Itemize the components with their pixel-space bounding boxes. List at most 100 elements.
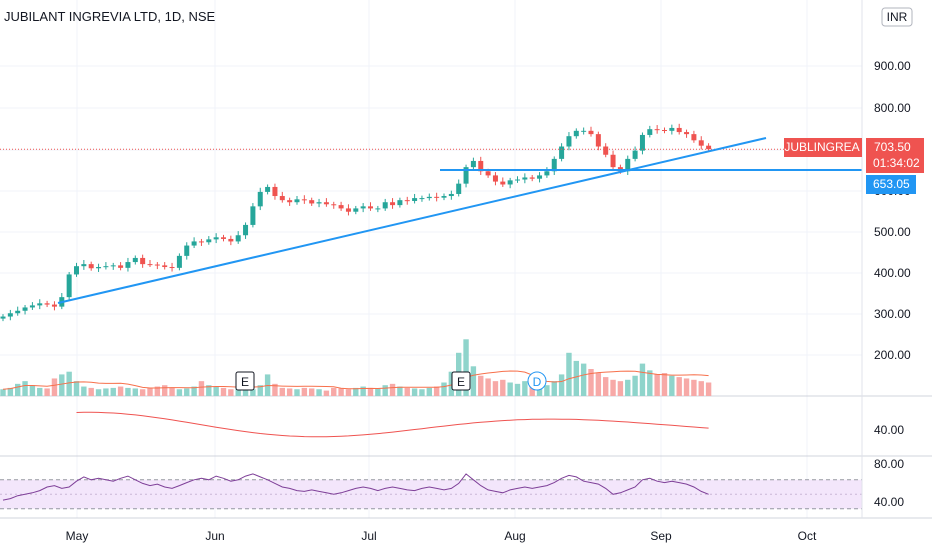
volume-bar (485, 378, 491, 396)
oscillator-line (76, 411, 709, 438)
candle (515, 176, 520, 183)
rsi-band (0, 479, 862, 510)
volume-bar (588, 369, 594, 396)
candle (368, 202, 373, 211)
volume-bar (625, 379, 631, 396)
candle (169, 262, 175, 272)
candle (331, 201, 337, 209)
volume-bar (59, 374, 65, 396)
volume-bar (433, 386, 440, 396)
volume-bar (698, 381, 704, 396)
price-tick-label: 500.00 (874, 225, 911, 239)
volume-bar (411, 388, 418, 396)
last-price-badge[interactable]: JUBLINGREA 703.50 01:34:02 (784, 138, 924, 173)
candle (279, 191, 285, 203)
candle (250, 203, 256, 228)
candle (228, 235, 234, 246)
candle (397, 197, 403, 208)
time-tick-label: Oct (798, 529, 817, 543)
earnings-marker[interactable]: E (451, 371, 471, 391)
volume-bar (448, 371, 455, 396)
candle (419, 195, 425, 202)
candle (654, 125, 660, 134)
volume-bar (573, 360, 579, 396)
candle (470, 157, 476, 170)
volume-bar (51, 378, 58, 396)
price-tick-label: 900.00 (874, 59, 911, 73)
candle (88, 261, 94, 271)
volume-bar (22, 381, 28, 396)
volume-bar (478, 375, 484, 396)
candle (390, 198, 396, 209)
candle (588, 126, 594, 137)
candle (478, 156, 484, 175)
marker-label: D (533, 375, 542, 389)
candle (492, 172, 498, 186)
trendlines[interactable] (57, 137, 862, 304)
volume-bar (191, 386, 197, 396)
volume-bar (397, 386, 403, 396)
volume-bar (470, 366, 477, 396)
volume-bar (198, 381, 205, 396)
price-tick-label: 400.00 (874, 266, 911, 280)
volume-bar (632, 375, 638, 396)
candle (559, 143, 565, 162)
candle (412, 193, 418, 204)
rsi-tick-label: 40.00 (874, 495, 904, 509)
earnings-marker[interactable]: E (235, 371, 255, 391)
volume-bar (514, 383, 521, 396)
volume-bar (7, 387, 14, 396)
time-axis[interactable]: May Jun Jul Aug Sep Oct (66, 529, 817, 543)
candlesticks (0, 123, 862, 322)
dividend-marker[interactable]: D (527, 371, 547, 391)
volume-bar (661, 373, 668, 396)
volume-bar (309, 388, 315, 396)
countdown-label: 01:34:02 (873, 156, 920, 170)
volume-bar (184, 388, 190, 396)
currency-label: INR (887, 10, 908, 24)
candle (434, 192, 440, 202)
volume-bar (220, 387, 227, 396)
candle (287, 197, 293, 206)
candle (669, 124, 675, 135)
candle (272, 183, 278, 200)
candle (551, 156, 557, 175)
candle (647, 125, 653, 138)
volume-bar (81, 386, 87, 396)
marker-label: E (457, 375, 465, 389)
volume-bar (37, 387, 43, 396)
volume-bar (103, 388, 109, 396)
volume-bar (88, 387, 94, 396)
volume-bar (95, 389, 102, 396)
candle (301, 195, 307, 204)
grid (0, 0, 862, 518)
volume-bar (580, 363, 587, 396)
candle (96, 263, 102, 272)
volume-bar (294, 389, 300, 396)
volume-bar (286, 388, 293, 396)
oscillator-tick-label: 40.00 (874, 423, 904, 437)
volume-bar (389, 383, 396, 396)
rsi-series (2, 473, 709, 501)
volume-bar (213, 386, 219, 396)
volume-bar (235, 388, 241, 396)
volume-bar (110, 387, 116, 396)
candle (610, 150, 616, 171)
volume-bar (566, 352, 572, 396)
candle (595, 131, 601, 151)
candle (316, 198, 322, 208)
horizontal-level-badge[interactable]: 653.05 (866, 175, 916, 194)
rising-trendline[interactable] (57, 137, 767, 304)
candle (338, 201, 344, 211)
volume-bar (316, 389, 322, 396)
candle (51, 301, 57, 311)
currency-badge[interactable]: INR (881, 7, 913, 27)
volume-bar (426, 387, 432, 396)
volume-bar (551, 381, 557, 396)
volume-bar (463, 339, 469, 396)
candle (140, 254, 146, 268)
candle (309, 197, 315, 206)
volume-bar (639, 363, 646, 396)
